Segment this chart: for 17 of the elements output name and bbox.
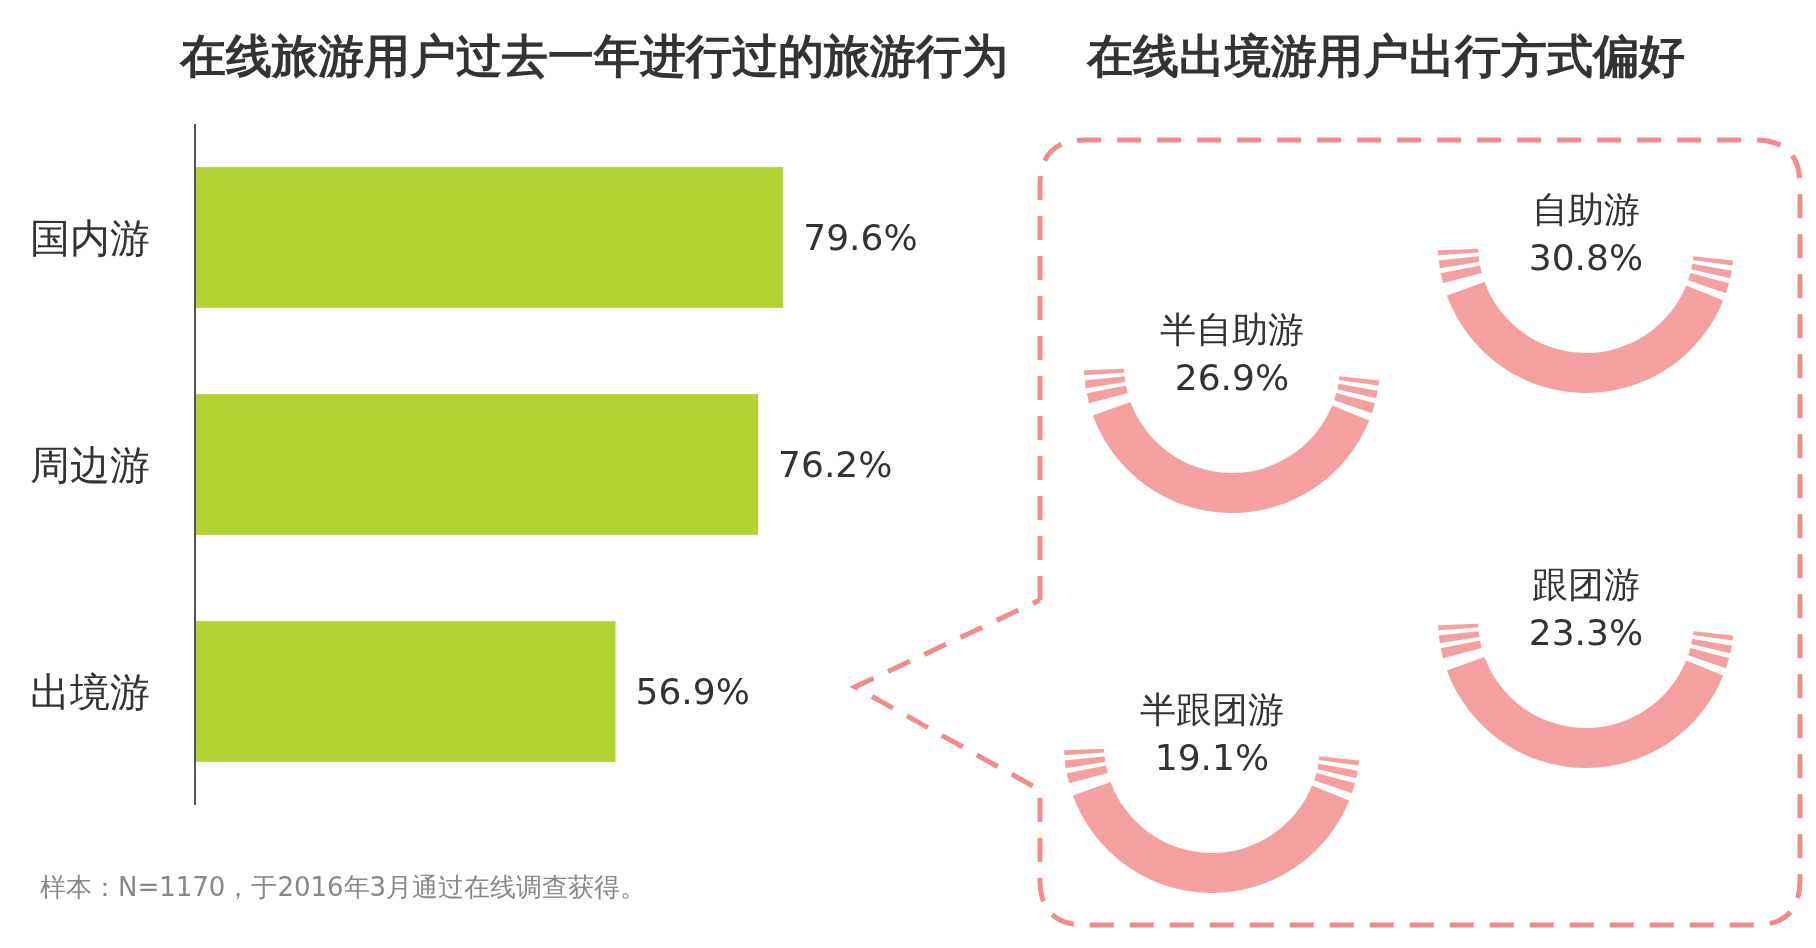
- category-label: 自助游: [1532, 189, 1640, 230]
- text: 23.3%: [1528, 612, 1644, 653]
- text: 样本：N=1170，于2016年3月通过在线调查获得。: [40, 872, 647, 902]
- data-label: 76.2%: [778, 443, 893, 485]
- text: 在线出境游用户出行方式偏好: [1086, 29, 1685, 83]
- data-label: 79.6%: [803, 216, 918, 258]
- category-label: 半自助游: [1160, 309, 1304, 350]
- chart-title: 在线旅游用户过去一年进行过的旅游行为: [179, 29, 1008, 83]
- category-label: 跟团游: [1532, 564, 1640, 605]
- category-label: 半跟团游: [1140, 689, 1284, 730]
- y-tick-label: 国内游: [30, 214, 150, 261]
- text: 30.8%: [1528, 237, 1644, 278]
- y-tick-label: 出境游: [30, 668, 150, 715]
- y-tick-label: 周边游: [30, 441, 150, 488]
- data-label: 56.9%: [635, 670, 750, 712]
- text: 26.9%: [1174, 357, 1290, 398]
- text: 19.1%: [1154, 737, 1270, 778]
